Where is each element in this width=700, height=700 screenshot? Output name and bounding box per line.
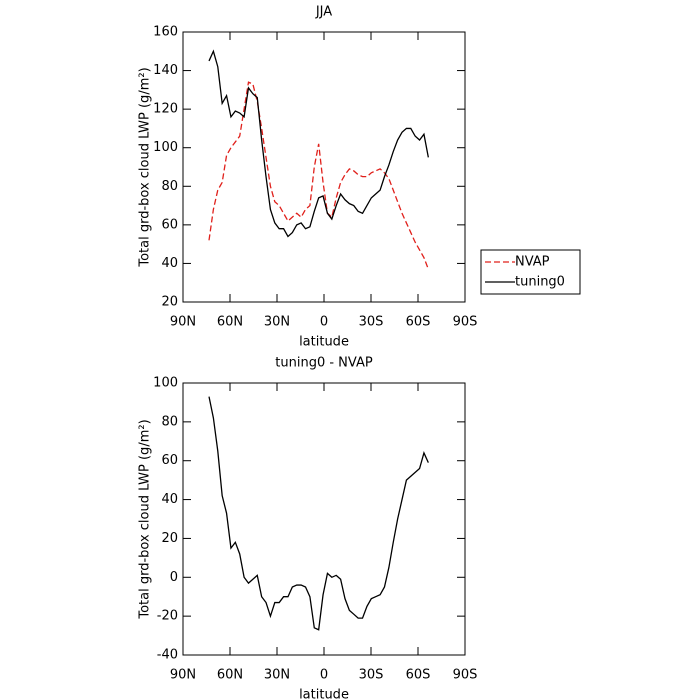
y-tick-label: 0 — [170, 570, 178, 585]
y-tick-label: 80 — [161, 414, 178, 429]
x-tick-label: 30N — [264, 315, 290, 330]
legend-label: tuning0 — [515, 275, 565, 290]
series-line — [208, 81, 429, 270]
x-tick-label: 60S — [406, 315, 431, 330]
legend: NVAP tuning0 — [480, 249, 581, 295]
x-axis-label: latitude — [299, 688, 349, 700]
y-tick-label: -20 — [157, 609, 178, 624]
y-tick-label: 40 — [161, 492, 178, 507]
x-tick-label: 30N — [264, 668, 290, 683]
y-tick-label: 100 — [153, 376, 178, 391]
x-tick-label: 30S — [359, 315, 384, 330]
series-line — [208, 396, 429, 631]
x-tick-label: 60S — [406, 668, 431, 683]
y-tick-label: 20 — [161, 531, 178, 546]
legend-label: NVAP — [515, 255, 550, 270]
y-tick-label: 160 — [153, 25, 178, 40]
y-tick-label: 20 — [161, 295, 178, 310]
y-axis-label: Total grd-box cloud LWP (g/m²) — [138, 67, 153, 267]
x-tick-label: 60N — [217, 668, 243, 683]
y-tick-label: -40 — [157, 648, 178, 663]
x-tick-label: 30S — [359, 668, 384, 683]
y-tick-label: 80 — [161, 179, 178, 194]
y-tick-label: 140 — [153, 63, 178, 78]
x-tick-label: 60N — [217, 315, 243, 330]
y-tick-label: 120 — [153, 102, 178, 117]
x-axis-label: latitude — [299, 335, 349, 350]
x-tick-label: 90S — [453, 315, 478, 330]
series-line — [208, 49, 429, 238]
y-tick-label: 100 — [153, 140, 178, 155]
legend-box — [480, 249, 581, 295]
x-tick-label: 0 — [320, 668, 328, 683]
y-tick-label: 40 — [161, 256, 178, 271]
x-tick-label: 90N — [170, 668, 196, 683]
y-tick-label: 60 — [161, 453, 178, 468]
x-tick-label: 0 — [320, 315, 328, 330]
plot-frame — [182, 382, 466, 656]
x-tick-label: 90N — [170, 315, 196, 330]
chart-title: JJA — [315, 5, 332, 20]
y-tick-label: 60 — [161, 217, 178, 232]
x-tick-label: 90S — [453, 668, 478, 683]
y-axis-label: Total grd-box cloud LWP (g/m²) — [138, 419, 153, 619]
chart-title: tuning0 - NVAP — [275, 356, 373, 371]
